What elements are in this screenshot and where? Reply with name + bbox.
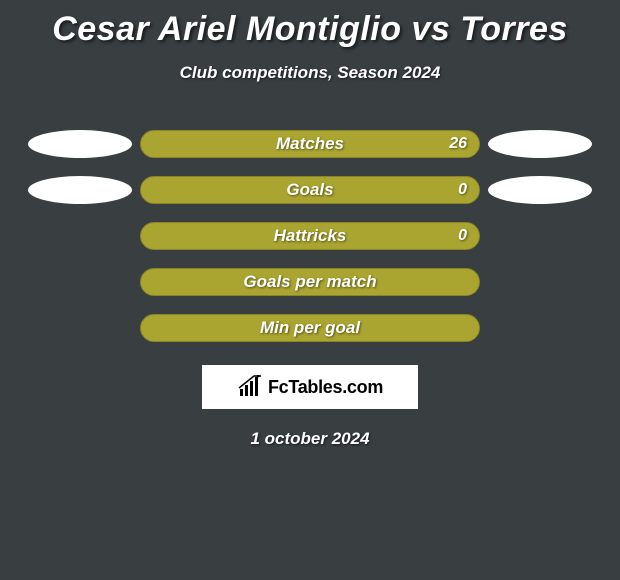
player-left-oval	[28, 176, 132, 204]
stat-value: 0	[458, 227, 467, 245]
stat-label: Min per goal	[260, 318, 360, 338]
player-right-oval	[488, 130, 592, 158]
chart-icon	[237, 375, 265, 399]
stat-row-hattricks: Hattricks 0	[0, 213, 620, 259]
right-oval-slot	[480, 130, 600, 158]
subtitle: Club competitions, Season 2024	[0, 63, 620, 83]
player-left-oval	[28, 130, 132, 158]
date-text: 1 october 2024	[0, 429, 620, 449]
stat-bar: Hattricks 0	[140, 222, 480, 250]
stat-label: Goals per match	[243, 272, 376, 292]
stat-bar: Goals per match	[140, 268, 480, 296]
page-title: Cesar Ariel Montiglio vs Torres	[0, 0, 620, 49]
stat-rows: Matches 26 Goals 0 Hattricks 0 Goals per…	[0, 121, 620, 351]
brand-text: FcTables.com	[268, 377, 383, 398]
stat-row-gpm: Goals per match	[0, 259, 620, 305]
stat-row-goals: Goals 0	[0, 167, 620, 213]
stat-bar: Matches 26	[140, 130, 480, 158]
player-right-oval	[488, 176, 592, 204]
stat-row-matches: Matches 26	[0, 121, 620, 167]
stat-bar: Min per goal	[140, 314, 480, 342]
stat-row-mpg: Min per goal	[0, 305, 620, 351]
right-oval-slot	[480, 176, 600, 204]
stat-value: 26	[449, 135, 467, 153]
stat-label: Goals	[286, 180, 333, 200]
stat-label: Hattricks	[274, 226, 347, 246]
left-oval-slot	[20, 176, 140, 204]
brand-box: FcTables.com	[202, 365, 418, 409]
stat-label: Matches	[276, 134, 344, 154]
stat-value: 0	[458, 181, 467, 199]
left-oval-slot	[20, 130, 140, 158]
stat-bar: Goals 0	[140, 176, 480, 204]
